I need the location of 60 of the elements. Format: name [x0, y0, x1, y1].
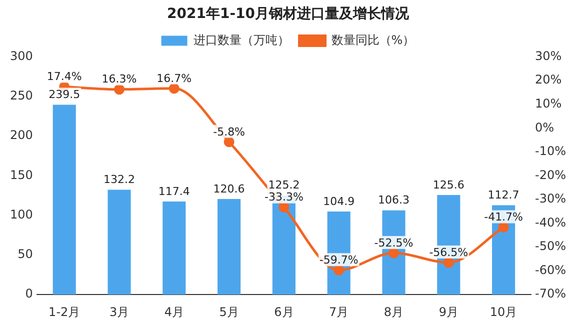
- bar: [52, 104, 76, 295]
- y2-tick-label: -40%: [535, 215, 566, 230]
- y-tick-label: 100: [10, 207, 33, 222]
- data-label: 132.2: [104, 173, 136, 186]
- data-label: 112.7: [488, 188, 520, 202]
- x-tick-label: 7月: [329, 304, 349, 319]
- chart-title: 2021年1-10月钢材进口量及增长情况: [167, 6, 410, 22]
- data-label: 16.7%: [156, 72, 192, 85]
- y2-tick-label: 20%: [535, 72, 562, 87]
- data-label: 125.2: [268, 178, 300, 192]
- point: [388, 248, 399, 258]
- bar: [162, 202, 186, 295]
- x-tick-label: 5月: [219, 304, 239, 319]
- data-label: 117.4: [158, 184, 190, 198]
- data-label: 120.6: [213, 182, 245, 196]
- y2-tick-label: 10%: [535, 96, 562, 110]
- y-tick-label: 200: [10, 128, 33, 142]
- point: [278, 202, 290, 213]
- data-label: -59.7%: [319, 253, 358, 266]
- data-label: 106.3: [378, 194, 410, 207]
- bar: [108, 190, 131, 295]
- data-label: 17.4%: [46, 70, 82, 84]
- data-label: 239.5: [48, 88, 80, 102]
- point: [114, 84, 125, 95]
- x-tick-label: 6月: [274, 304, 294, 319]
- y-tick-label: 50: [18, 247, 33, 262]
- y2-tick-label: -10%: [535, 144, 566, 158]
- point: [443, 257, 454, 268]
- x-tick-label: 3月: [109, 304, 130, 319]
- y-tick-label: 150: [10, 168, 33, 182]
- y2-tick-label: -50%: [535, 239, 566, 254]
- point: [334, 264, 344, 276]
- point: [224, 136, 234, 148]
- y-tick-label: 300: [10, 48, 33, 63]
- y2-tick-label: -30%: [535, 192, 566, 206]
- data-label: 125.6: [432, 178, 464, 192]
- point: [168, 83, 180, 94]
- data-label: 16.3%: [102, 72, 137, 86]
- y2-tick-label: -60%: [535, 262, 566, 277]
- data-label: 104.9: [323, 194, 355, 208]
- y2-tick-label: 30%: [535, 48, 562, 63]
- bar: [218, 199, 241, 295]
- data-label: -52.5%: [374, 236, 414, 250]
- x-tick-label: 4月: [164, 304, 184, 319]
- y-tick-label: 250: [10, 88, 33, 103]
- point: [498, 222, 509, 233]
- x-tick-label: 1-2月: [48, 304, 80, 319]
- x-tick-label: 10月: [490, 304, 518, 319]
- data-label: -33.3%: [264, 190, 304, 204]
- data-label: -41.7%: [484, 210, 524, 224]
- data-label: -5.8%: [213, 125, 246, 138]
- data-label: -56.5%: [429, 246, 468, 259]
- y-tick-label: 0: [25, 286, 33, 301]
- y2-tick-label: -70%: [535, 286, 566, 301]
- legend-label: 进口数量（万吨）: [193, 32, 290, 47]
- legend-label: 数量同比（%）: [331, 32, 415, 47]
- y2-tick-label: -20%: [535, 168, 566, 182]
- y2-tick-label: 0%: [535, 120, 554, 134]
- x-tick-label: 8月: [384, 304, 404, 319]
- x-tick-label: 9月: [438, 304, 458, 319]
